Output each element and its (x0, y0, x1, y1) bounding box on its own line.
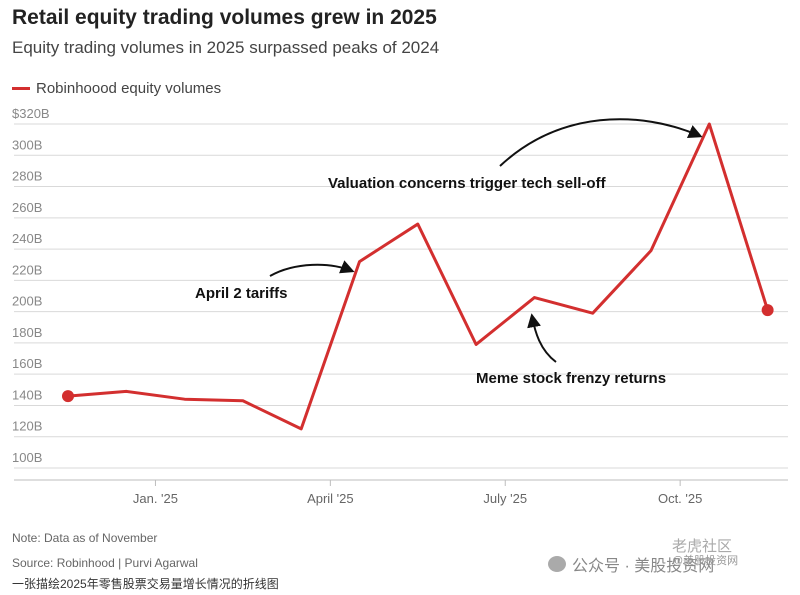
annotation-arrow (269, 260, 355, 277)
watermark-brand: 老虎社区 (672, 538, 733, 555)
wechat-icon (548, 556, 566, 572)
x-tick-label: Jan. '25 (133, 491, 178, 506)
x-tick-label: Oct. '25 (658, 491, 702, 506)
series-start-dot (62, 390, 74, 403)
y-tick-label: 240B (12, 231, 42, 246)
y-tick-label: 280B (12, 169, 42, 184)
x-tick-label: July '25 (483, 491, 527, 506)
legend: Robinhoood equity volumes (12, 80, 221, 97)
annotation-arrow (499, 118, 703, 167)
chart-subtitle: Equity trading volumes in 2025 surpassed… (12, 38, 440, 57)
chart-note: Note: Data as of November (12, 531, 158, 545)
x-tick-label: April '25 (307, 491, 354, 506)
chart-source: Source: Robinhood | Purvi Agarwal (12, 556, 198, 570)
y-tick-label: 200B (12, 294, 42, 309)
y-tick-label: 120B (12, 419, 42, 434)
wechat-watermark: 公众号 · 美股投资网 (548, 552, 714, 576)
y-tick-label: 180B (12, 325, 42, 340)
y-tick-label: 300B (12, 137, 42, 152)
legend-label: Robinhoood equity volumes (36, 80, 222, 97)
annotation-label: April 2 tariffs (195, 285, 288, 302)
annotation-arrow (527, 313, 557, 363)
chart-title: Retail equity trading volumes grew in 20… (12, 6, 437, 29)
y-tick-label: 140B (12, 387, 42, 402)
annotation-label: Meme stock frenzy returns (476, 370, 666, 387)
chart-caption: 一张描绘2025年零售股票交易量增长情况的折线图 (12, 577, 279, 591)
y-tick-label: 220B (12, 262, 42, 277)
y-tick-label: 160B (12, 356, 42, 371)
watermark-channel: 公众号 · 美股投资网 (572, 558, 715, 575)
series-line (67, 122, 770, 431)
legend-swatch (12, 87, 30, 90)
y-tick-label: 100B (12, 450, 42, 465)
y-tick-label: 260B (12, 200, 42, 215)
watermark-brand-sub: @美股投资网 (672, 555, 739, 567)
annotation-label: Valuation concerns trigger tech sell-off (328, 175, 607, 192)
series-end-dot (761, 304, 774, 317)
brand-watermark: 老虎社区 @美股投资网 (672, 538, 739, 568)
y-tick-label: $320B (12, 106, 50, 121)
